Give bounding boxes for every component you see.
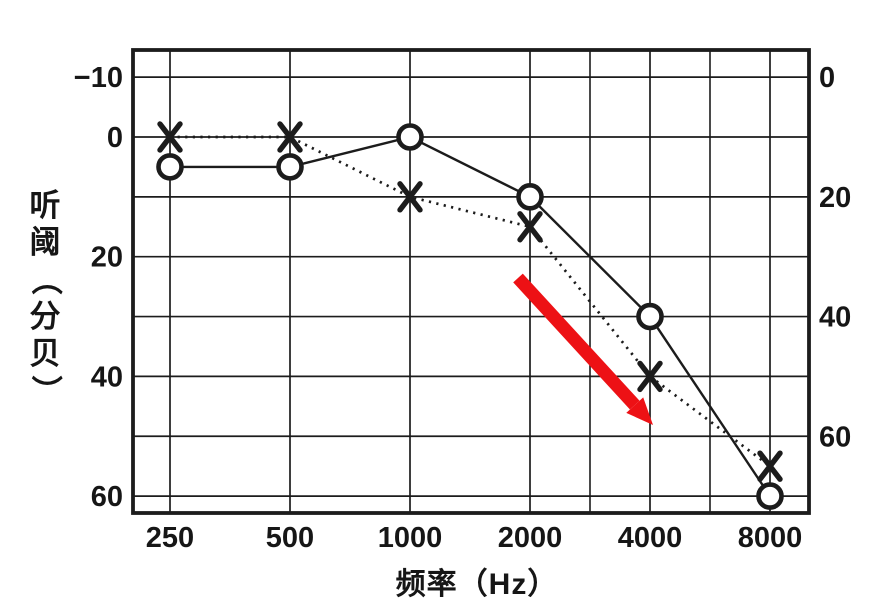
o-marker xyxy=(276,153,304,181)
o-marker xyxy=(396,123,424,151)
left-tick-label: 60 xyxy=(91,481,123,513)
right-axis-labels: 0 20 40 60 xyxy=(819,62,851,453)
x-marker-stroke xyxy=(757,450,783,482)
x-marker xyxy=(157,121,183,153)
y-axis-title-char: （ xyxy=(27,264,63,295)
y-axis-title-char: ） xyxy=(27,375,63,406)
o-marker xyxy=(516,183,544,211)
y-axis-title-char: 阈 xyxy=(29,225,61,260)
right-tick-label: 60 xyxy=(819,421,851,453)
x-marker-stroke xyxy=(157,121,183,153)
y-axis-title: 听阈 （ 分贝 ） xyxy=(26,190,64,406)
freq-tick-label: 8000 xyxy=(738,522,803,554)
x-marker-stroke xyxy=(517,211,543,243)
red-trend-arrow xyxy=(513,273,653,425)
y-axis-title-char: 分 xyxy=(29,299,61,334)
o-marker xyxy=(756,482,784,510)
right-tick-label: 0 xyxy=(819,62,835,94)
freq-tick-label: 4000 xyxy=(618,522,683,554)
x-axis-title: 频率（Hz） xyxy=(395,568,559,601)
left-tick-label: 40 xyxy=(91,361,123,393)
arrow-shaft xyxy=(513,273,640,410)
y-axis-title-char: 贝 xyxy=(29,336,61,371)
x-marker xyxy=(397,181,423,213)
x-axis-labels: 250 500 1000 2000 4000 8000 xyxy=(146,522,802,554)
x-marker xyxy=(757,450,783,482)
x-marker-stroke xyxy=(277,121,303,153)
gridlines xyxy=(133,50,809,513)
left-tick-label: 20 xyxy=(91,242,123,274)
chart-frame xyxy=(131,48,811,515)
freq-tick-label: 2000 xyxy=(498,522,563,554)
right-tick-label: 40 xyxy=(819,302,851,334)
arrow-head xyxy=(626,397,653,425)
x-marker xyxy=(637,360,663,393)
x-marker-stroke xyxy=(397,181,423,213)
freq-tick-label: 250 xyxy=(146,522,194,554)
freq-tick-label: 1000 xyxy=(378,522,443,554)
series-line-circle xyxy=(170,135,771,497)
left-axis-labels: −10 0 20 40 60 xyxy=(74,62,123,513)
x-marker-stroke xyxy=(637,360,663,393)
x-marker xyxy=(517,211,543,243)
series-line-x xyxy=(170,135,771,468)
y-axis-title-char: 听 xyxy=(29,188,61,223)
x-marker xyxy=(277,121,303,153)
left-tick-label: −10 xyxy=(74,62,123,94)
right-tick-label: 20 xyxy=(819,182,851,214)
o-marker xyxy=(156,153,184,181)
o-marker xyxy=(636,302,664,331)
freq-tick-label: 500 xyxy=(266,522,314,554)
left-tick-label: 0 xyxy=(107,122,123,154)
